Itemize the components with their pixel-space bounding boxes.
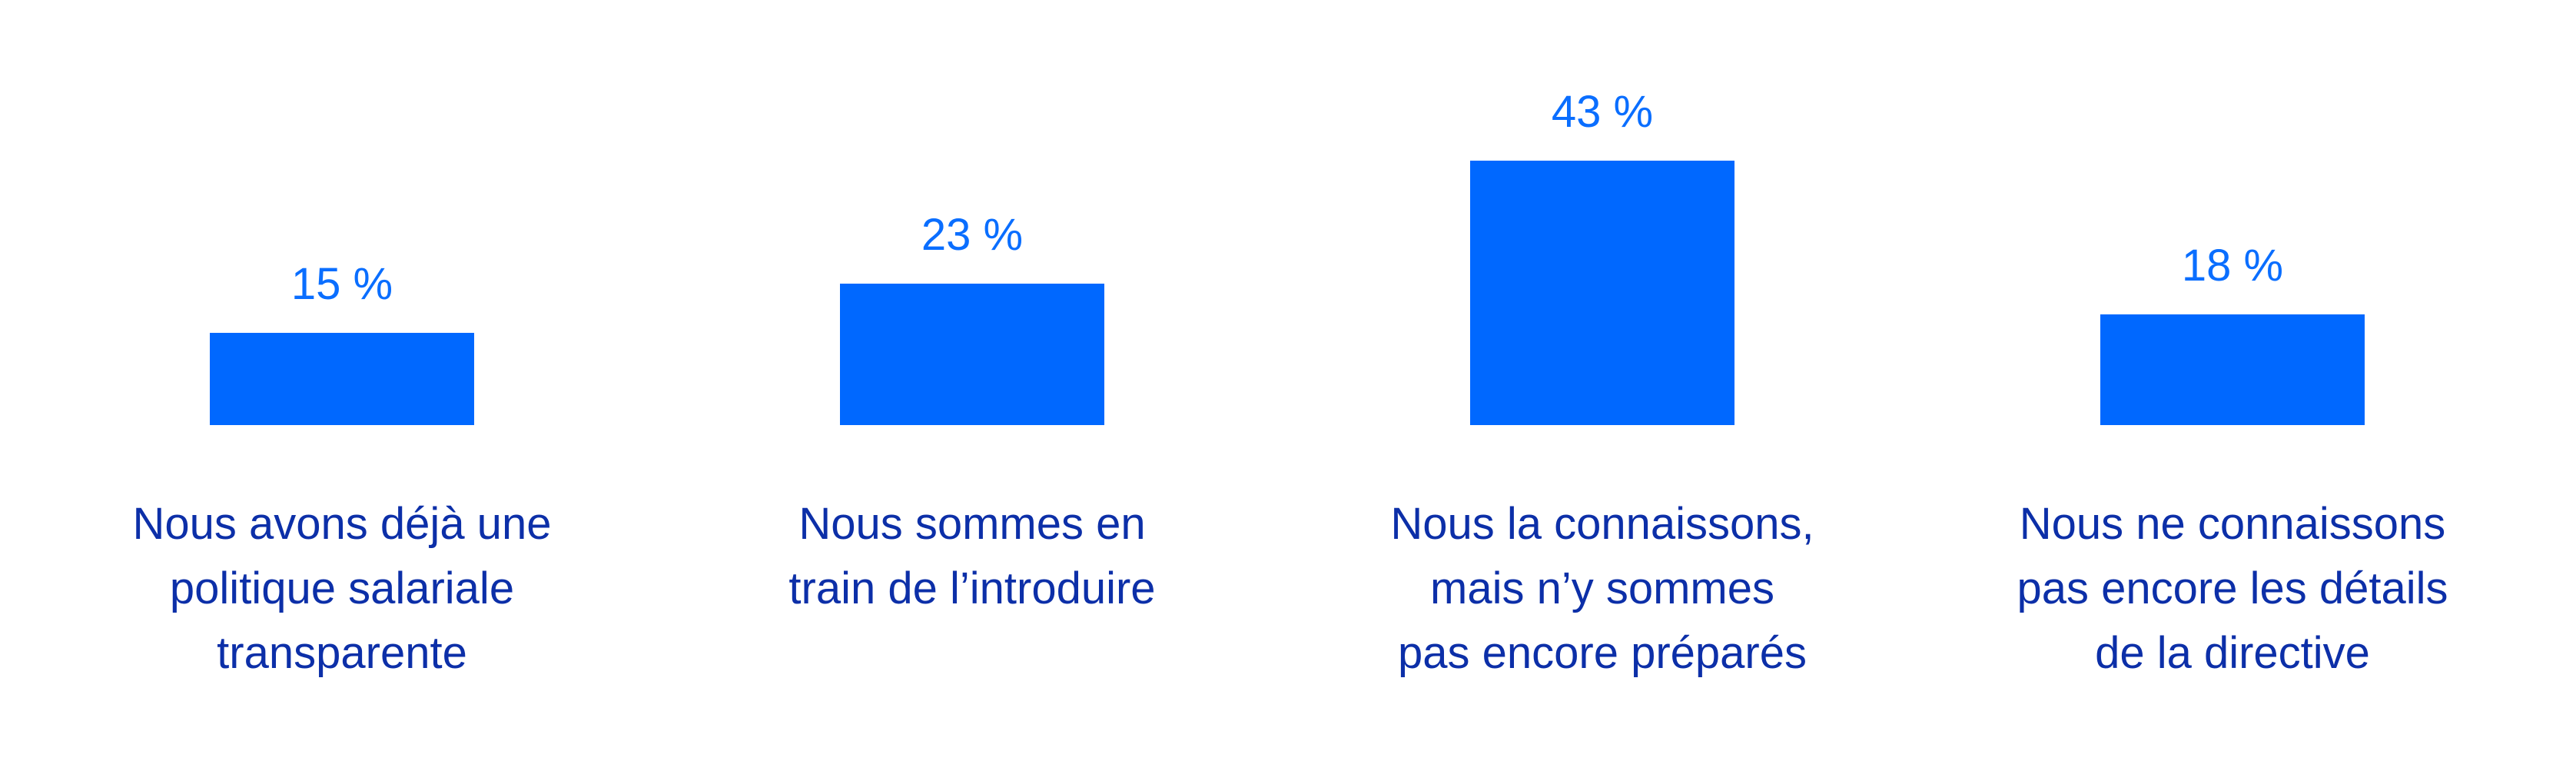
category-label-line: Nous la connaissons,	[1390, 499, 1814, 549]
bar-4	[2100, 314, 2365, 425]
category-label-line: pas encore préparés	[1398, 628, 1807, 678]
category-label-line: Nous avons déjà une	[132, 499, 552, 549]
category-label-line: Nous sommes en	[798, 499, 1146, 549]
value-label-3: 43 %	[1551, 87, 1654, 137]
bar-2	[840, 284, 1104, 425]
category-label-1: Nous avons déjà une politique salariale tr…	[73, 492, 611, 686]
category-label-line: mais n’y sommes	[1430, 563, 1774, 613]
value-label-2: 23 %	[921, 210, 1024, 260]
category-label-2: Nous sommes en train de l’introduire	[703, 492, 1241, 621]
value-label-4: 18 %	[2181, 241, 2284, 291]
category-label-line: politique salariale	[169, 563, 515, 613]
category-label-line: transparente	[217, 628, 467, 678]
category-label-3: Nous la connaissons, mais n’y sommes pas e…	[1333, 492, 1871, 686]
value-label-1: 15 %	[290, 259, 393, 309]
bar-1	[210, 333, 474, 425]
bar-3	[1470, 161, 1734, 425]
category-label-line: train de l’introduire	[788, 563, 1156, 613]
category-label-line: pas encore les détails	[2017, 563, 2448, 613]
category-label-line: Nous ne connaissons	[2019, 499, 2446, 549]
category-label-line: de la directive	[2095, 628, 2370, 678]
category-label-4: Nous ne connaissons pas encore les détail…	[1964, 492, 2501, 686]
